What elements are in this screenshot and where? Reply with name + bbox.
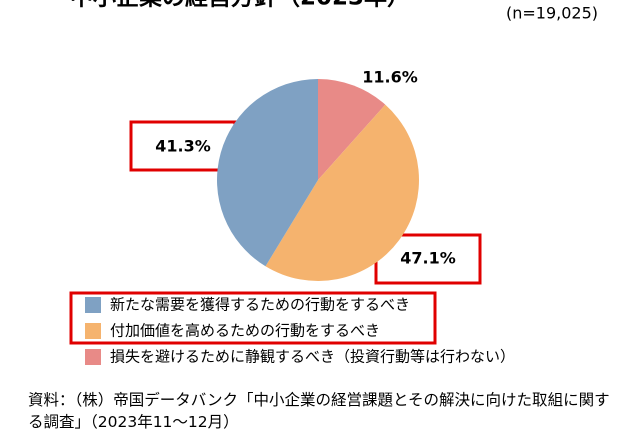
data-label: 47.1%: [400, 249, 456, 268]
legend-swatch: [85, 297, 101, 313]
legend-label: 損失を避けるために静観するべき（投資行動等は行わない）: [110, 348, 515, 366]
legend-swatch: [85, 349, 101, 365]
pie-slice: [217, 79, 318, 267]
highlight-box: [69, 291, 437, 345]
legend-label: 付加価値を高めるための行動をするべき: [110, 322, 380, 340]
chart-subtitle: (n=19,025): [506, 4, 598, 23]
pie-slice: [265, 104, 420, 281]
chart-title: 中小企業の経営方針（2023年）: [70, 0, 410, 11]
legend-label: 新たな需要を獲得するための行動をするべき: [110, 296, 410, 314]
data-label: 41.3%: [155, 137, 211, 156]
pie-slice: [318, 79, 386, 180]
data-label: 11.6%: [362, 68, 418, 87]
source-note: 資料：（株）帝国データバンク「中小企業の経営課題とその解決に向けた取組に関する調…: [28, 391, 610, 431]
legend-swatch: [85, 323, 101, 339]
